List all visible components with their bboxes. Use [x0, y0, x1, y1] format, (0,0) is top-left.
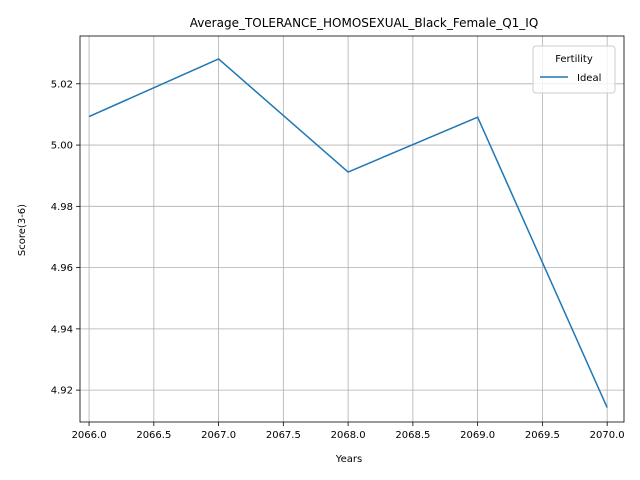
x-tick-label: 2066.5	[136, 430, 171, 441]
x-axis-label: Years	[335, 454, 362, 465]
series-line-ideal	[88, 58, 608, 408]
chart-title: Average_TOLERANCE_HOMOSEXUAL_Black_Femal…	[190, 16, 539, 30]
y-tick-label: 4.92	[51, 386, 73, 397]
y-tick-label: 5.00	[51, 141, 73, 152]
x-tick-label: 2069.0	[460, 430, 495, 441]
x-tick-label: 2068.0	[331, 430, 366, 441]
x-tick-label: 2066.0	[72, 430, 107, 441]
legend-box	[532, 45, 616, 94]
plot-area	[79, 35, 625, 423]
legend-title: Fertility	[555, 54, 593, 65]
x-tick-label: 2067.0	[201, 430, 236, 441]
y-tick-label: 4.94	[51, 324, 73, 335]
x-tick-label: 2069.5	[525, 430, 560, 441]
x-tick-label: 2068.5	[395, 430, 430, 441]
x-axis-ticks: 2066.0 2066.5 2067.0 2067.5 2068.0 2068.5 2069…	[72, 422, 625, 441]
y-tick-label: 4.98	[51, 202, 73, 213]
x-tick-label: 2070.0	[590, 430, 625, 441]
legend-label-ideal: Ideal	[577, 73, 601, 84]
plot-frame	[79, 35, 625, 423]
y-axis-ticks: 4.92 4.94 4.96 4.98 5.00 5.02	[51, 79, 80, 397]
y-tick-label: 5.02	[51, 79, 73, 90]
x-tick-label: 2067.5	[266, 430, 301, 441]
y-tick-label: 4.96	[51, 263, 73, 274]
y-axis-label: Score(3-6)	[17, 204, 28, 256]
legend: Fertility Ideal	[532, 45, 616, 94]
